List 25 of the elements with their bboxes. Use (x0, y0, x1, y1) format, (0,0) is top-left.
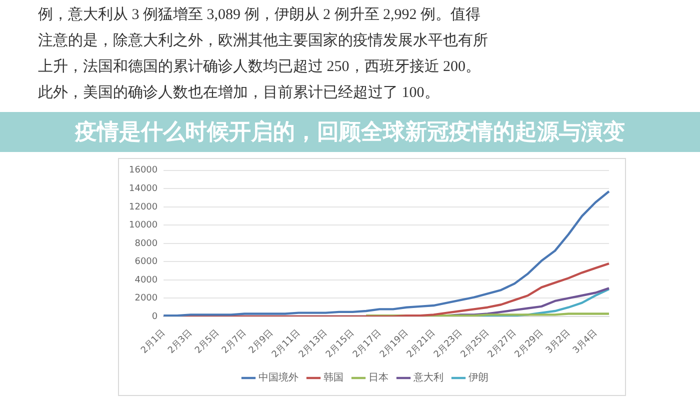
chart-title: 疫情是什么时候开启的，回顾全球新冠疫情的起源与演变 (0, 112, 700, 152)
y-tick-label: 10000 (128, 220, 158, 231)
legend-label: 日本 (368, 372, 388, 384)
text: 上升，法国和德国的累计确诊人数均已超过 250，西班牙接近 200。 (38, 58, 482, 77)
x-tick-label: 2月1日 (140, 328, 168, 356)
y-tick-label: 6000 (134, 257, 158, 268)
y-tick-label: 0 (152, 312, 158, 322)
x-tick-label: 3月2日 (544, 328, 572, 356)
legend-label: 伊朗 (468, 372, 488, 384)
x-tick-label: 2月3日 (166, 328, 194, 356)
y-tick-label: 16000 (128, 166, 158, 176)
y-tick-label: 4000 (134, 275, 158, 286)
y-tick-label: 14000 (128, 184, 158, 194)
legend-label: 中国境外 (258, 372, 298, 384)
legend-label: 意大利 (412, 372, 444, 384)
legend-label: 韩国 (324, 372, 344, 384)
y-tick-label: 12000 (128, 202, 158, 212)
y-tick-label: 2000 (134, 294, 158, 304)
text: 注意的是，除意大利之外，欧洲其他主要国家的疫情发展水平也有所 (38, 31, 489, 51)
y-tick-label: 8000 (134, 238, 158, 249)
x-tick-label: 3月4日 (571, 328, 600, 356)
text: 例，意大利从 3 例猛增至 3,089 例，伊朗从 2 例升至 2,992 例。值得 (38, 6, 482, 25)
x-tick-label: 2月5日 (193, 328, 222, 356)
text: 此外，美国的确诊人数也在增加，目前累计已经超过了 100。 (38, 83, 440, 103)
x-tick-label: 2月7日 (220, 328, 248, 356)
